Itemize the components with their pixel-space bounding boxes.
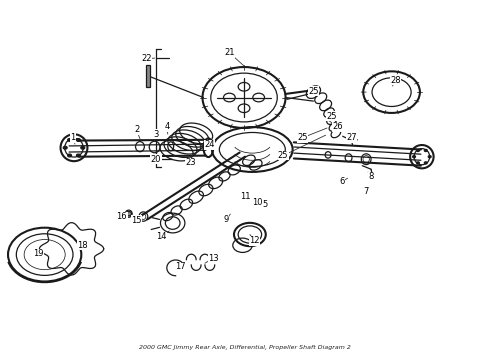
Text: 2000 GMC Jimmy Rear Axle, Differential, Propeller Shaft Diagram 2: 2000 GMC Jimmy Rear Axle, Differential, … xyxy=(139,345,351,350)
Text: 20: 20 xyxy=(151,155,161,164)
Text: 25: 25 xyxy=(327,112,337,121)
Circle shape xyxy=(76,139,80,141)
Circle shape xyxy=(416,149,419,152)
Text: 2: 2 xyxy=(134,125,139,134)
Text: 25: 25 xyxy=(297,133,308,142)
Text: 18: 18 xyxy=(77,241,88,250)
Text: 23: 23 xyxy=(185,158,196,167)
Circle shape xyxy=(428,156,431,158)
Text: 8: 8 xyxy=(368,172,374,181)
Text: 11: 11 xyxy=(240,192,250,201)
Text: 26: 26 xyxy=(333,122,343,131)
Text: 21: 21 xyxy=(224,48,235,57)
Circle shape xyxy=(424,162,427,164)
Circle shape xyxy=(81,146,85,149)
Text: 13: 13 xyxy=(208,254,219,263)
Text: 22: 22 xyxy=(141,54,151,63)
Text: 10: 10 xyxy=(252,198,263,207)
Text: 27: 27 xyxy=(346,133,357,142)
Circle shape xyxy=(76,154,80,157)
Text: 17: 17 xyxy=(175,262,186,271)
Text: 15: 15 xyxy=(131,216,142,225)
Text: 5: 5 xyxy=(262,200,267,209)
Bar xyxy=(147,65,150,87)
Text: 19: 19 xyxy=(33,249,44,258)
Text: 24: 24 xyxy=(204,140,215,149)
Text: 7: 7 xyxy=(364,187,369,196)
Text: 9: 9 xyxy=(224,215,229,224)
Text: 1: 1 xyxy=(71,133,75,142)
Circle shape xyxy=(68,139,72,141)
Text: 25: 25 xyxy=(278,151,288,160)
Circle shape xyxy=(424,149,427,152)
Circle shape xyxy=(413,156,416,158)
Text: 4: 4 xyxy=(164,122,170,131)
Circle shape xyxy=(68,154,72,157)
Text: 28: 28 xyxy=(390,76,401,85)
Circle shape xyxy=(126,212,132,216)
Text: 16: 16 xyxy=(117,212,127,221)
Text: 12: 12 xyxy=(249,237,260,246)
Text: 3: 3 xyxy=(153,130,159,139)
Text: 14: 14 xyxy=(156,232,166,241)
Text: 25: 25 xyxy=(308,86,318,95)
Circle shape xyxy=(63,146,67,149)
Text: 6: 6 xyxy=(339,177,344,186)
Circle shape xyxy=(416,162,419,164)
